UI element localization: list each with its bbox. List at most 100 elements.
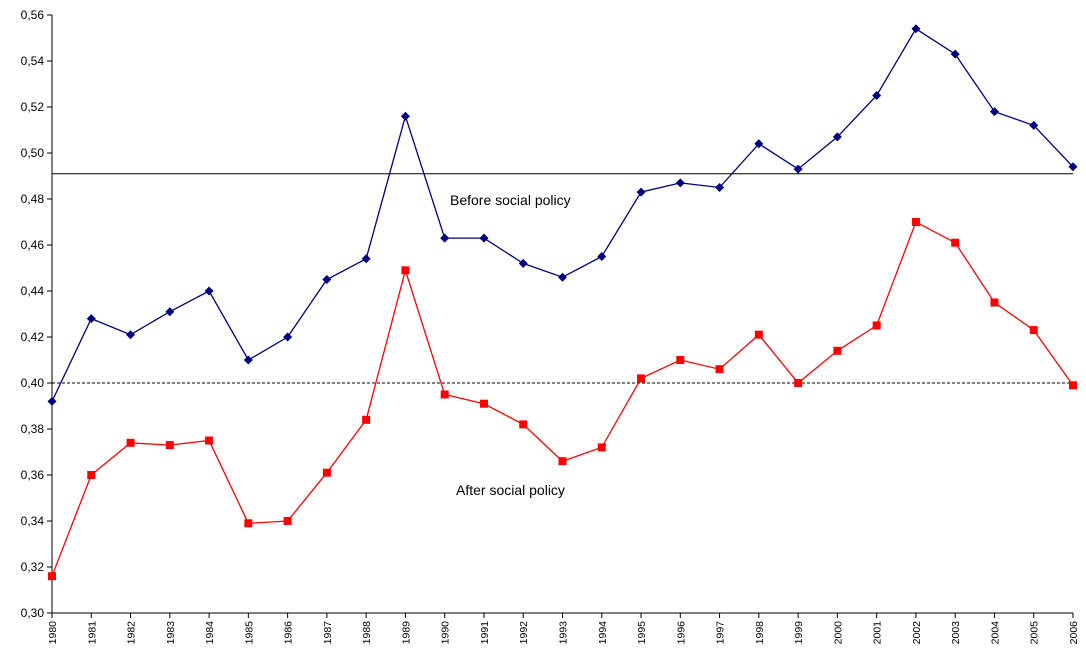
data-point [283,517,292,525]
y-tick-label: 0,32 [21,560,45,574]
x-tick-label: 2001 [872,621,884,645]
data-point [86,314,96,324]
x-tick-label: 2004 [989,621,1001,645]
data-point [911,218,920,226]
data-point [361,254,371,264]
y-tick-label: 0,34 [21,514,45,528]
data-point [911,24,921,34]
annotation-before-social-policy: Before social policy [450,192,571,208]
data-point [715,183,725,192]
y-tick-label: 0,36 [21,468,45,482]
data-point [519,420,528,429]
y-tick-label: 0,52 [21,100,45,114]
x-tick-label: 1994 [597,621,609,645]
data-point [872,321,881,330]
x-tick-label: 1996 [675,621,687,645]
x-tick-label: 1988 [361,621,373,645]
data-point [165,307,175,317]
data-point [204,286,214,296]
y-tick-label: 0,48 [21,192,45,206]
y-tick-label: 0,54 [21,54,45,68]
series-layer [47,24,1078,581]
data-point [283,332,293,342]
data-point [676,356,685,364]
x-tick-label: 2003 [950,621,962,645]
data-point [126,330,136,340]
data-point [165,441,174,450]
data-point [1029,120,1039,130]
x-tick-label: 2002 [911,621,923,645]
data-point [558,272,567,282]
data-point [362,415,371,424]
x-tick-label: 1980 [47,621,59,645]
data-point [990,298,999,307]
data-point [558,457,567,466]
data-point [87,471,96,479]
x-tick-label: 1999 [793,621,805,645]
annotation-after-social-policy: After social policy [456,482,565,498]
x-tick-label: 1985 [243,621,255,645]
data-point [479,399,488,408]
x-tick-label: 1995 [636,621,648,645]
y-tick-label: 0,38 [21,422,45,436]
y-tick-label: 0,30 [21,606,45,620]
data-point [440,390,449,399]
data-point [715,365,724,374]
data-point [244,519,253,528]
data-point [872,91,882,100]
data-point [322,468,331,477]
axes: 0,30 0,32 0,34 0,36 0,38 0,40 0,42 0,44 0,46 0,48… [21,8,1080,644]
data-point [597,443,606,452]
series-after [48,218,1077,581]
x-tick-label: 2000 [832,621,844,645]
data-point [1068,162,1078,172]
data-point [989,107,999,117]
x-tick-label: 1983 [165,621,177,645]
series-before [47,24,1078,406]
data-point [597,252,607,261]
x-tick-label: 2005 [1029,621,1041,645]
data-point [48,572,56,581]
data-point [47,396,57,406]
data-point [951,238,960,247]
x-tick-label: 1997 [715,621,727,645]
data-point [1069,381,1077,390]
data-point [400,111,410,121]
data-point [637,374,646,383]
x-tick-label: 1990 [440,621,452,645]
data-point [833,346,842,355]
x-tick-label: 2006 [1068,621,1080,645]
x-tick-label: 1981 [86,621,98,645]
data-point [675,178,685,188]
y-tick-label: 0,50 [21,146,45,160]
data-point [832,132,842,142]
y-tick-label: 0,44 [21,284,45,298]
x-tick-label: 1991 [479,621,491,645]
data-point [243,355,253,365]
data-point [636,187,646,197]
x-tick-label: 1987 [322,621,334,645]
data-point [322,275,332,284]
y-tick-label: 0,46 [21,238,45,252]
data-point [126,438,135,447]
data-point [479,233,489,243]
data-point [950,49,960,59]
x-tick-label: 1984 [204,621,216,645]
x-tick-label: 1986 [283,621,295,645]
series-line [51,27,1074,402]
reference-lines [52,173,1073,384]
data-point [793,164,803,174]
x-tick-label: 1993 [558,621,570,645]
x-tick-label: 1998 [754,621,766,645]
y-tick-label: 0,42 [21,330,45,344]
data-point [754,330,763,339]
x-tick-label: 1989 [400,621,412,645]
data-point [205,436,214,445]
data-point [1029,326,1038,335]
y-tick-label: 0,40 [21,376,45,390]
data-point [794,379,803,387]
x-tick-label: 1982 [126,621,138,645]
data-point [401,266,410,275]
data-point [754,139,764,149]
